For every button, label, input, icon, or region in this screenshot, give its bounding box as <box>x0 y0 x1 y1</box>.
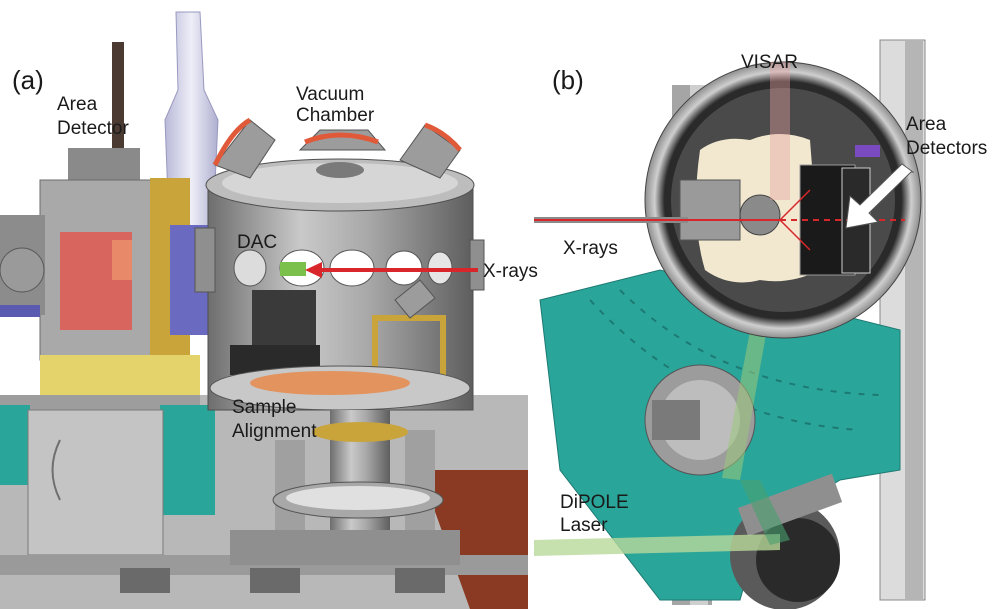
panel-b-illustration <box>528 0 999 609</box>
label-vacuum-chamber-line2: Chamber <box>296 105 375 126</box>
label-area-detector-line2: Detector <box>57 118 129 139</box>
label-area-detector-line1: Area <box>57 94 98 115</box>
label-sample-alignment-line1: Sample <box>232 397 297 418</box>
label-dipole-laser-line1: DiPOLE <box>560 492 629 513</box>
label-visar: VISAR <box>741 52 799 73</box>
label-sample-alignment-line2: Alignment <box>232 421 317 442</box>
label-xrays-a: X-rays <box>483 261 538 282</box>
panel-a-letter: (a) <box>12 65 44 95</box>
label-area-detectors-line1: Area <box>906 114 947 135</box>
label-vacuum-chamber-line1: Vacuum <box>296 84 365 105</box>
label-area-detectors-line2: Detectors <box>906 138 988 159</box>
panel-a-illustration <box>0 11 528 609</box>
label-dac: DAC <box>237 232 278 253</box>
label-xrays-b: X-rays <box>563 238 618 259</box>
label-dipole-laser-line2: Laser <box>560 515 608 536</box>
panel-b-letter: (b) <box>552 65 584 95</box>
